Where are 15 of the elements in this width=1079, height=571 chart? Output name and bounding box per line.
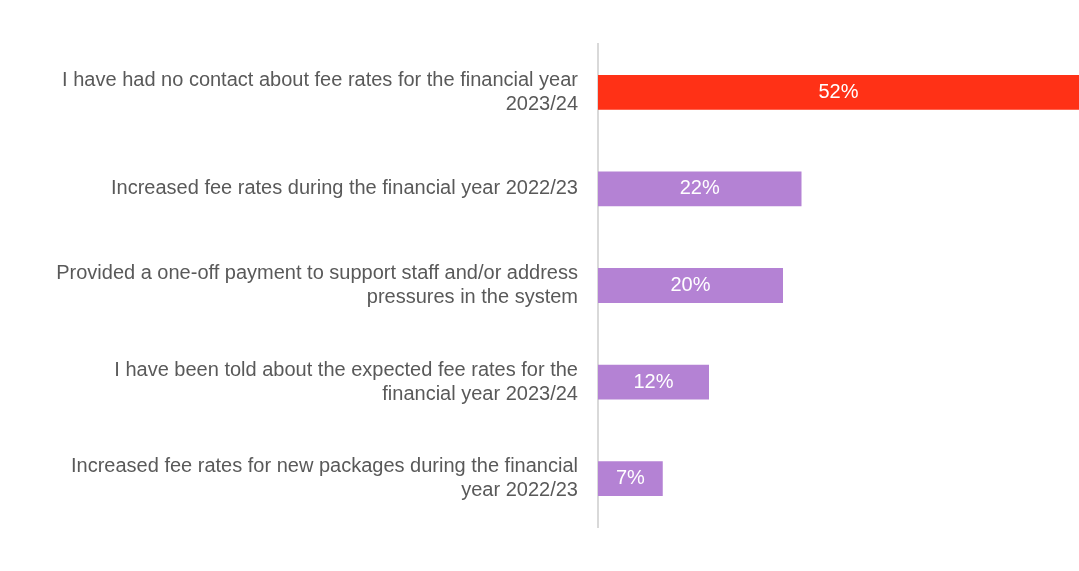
data-label: 22% (679, 176, 720, 199)
data-label: 12% (633, 369, 674, 392)
bar (598, 74, 1079, 110)
y-tick-label: I have been told about the expected fee rates for the financial year 2023/24 (114, 357, 578, 404)
bar (598, 268, 783, 303)
bar (598, 171, 802, 207)
bar (598, 364, 709, 400)
data-label: 52% (818, 79, 859, 102)
data-label: 7% (615, 466, 646, 489)
y-tick-label: Increased fee rates for new packages during the financial year 2022/23 (71, 454, 578, 501)
y-tick-label: Increased fee rates during the financial year 2022/23 (111, 176, 578, 199)
y-tick-label: Provided a one-off payment to support staff and/or address pressures in the system (56, 261, 578, 308)
data-label: 20% (670, 273, 711, 296)
y-tick-label: I have had no contact about fee rates for the financial year 2023/24 (62, 67, 579, 114)
bar (598, 461, 663, 497)
